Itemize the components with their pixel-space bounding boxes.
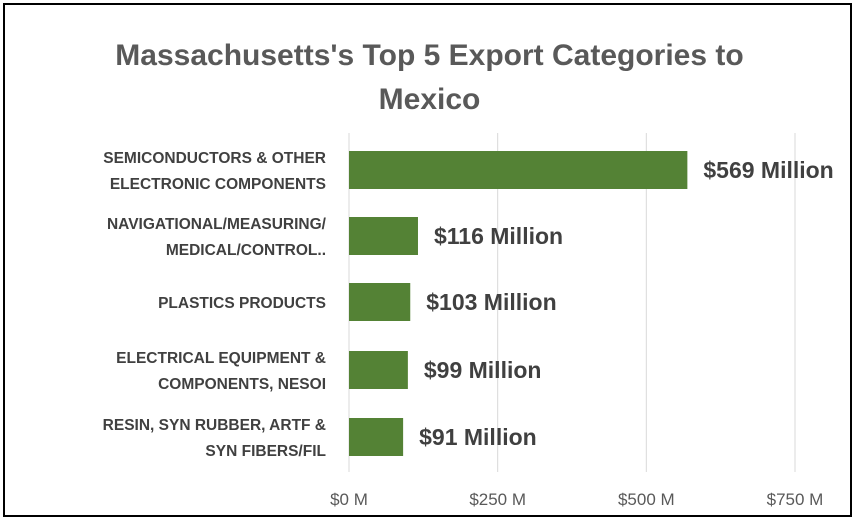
bar-1 — [349, 217, 418, 255]
category-label-2: PLASTICS PRODUCTS — [158, 295, 326, 312]
bar-0 — [349, 151, 688, 189]
category-label-line: ELECTRICAL EQUIPMENT & — [116, 350, 326, 367]
category-label-line: PLASTICS PRODUCTS — [158, 295, 326, 312]
category-label-line: NAVIGATIONAL/MEASURING/ — [107, 216, 327, 233]
bar-3 — [349, 351, 408, 389]
data-label-2: $103 Million — [426, 289, 556, 315]
category-label-4: RESIN, SYN RUBBER, ARTF & SYN FIBERS/FIL — [103, 417, 326, 460]
category-label-line: SEMICONDUCTORS & OTHER — [103, 150, 326, 167]
x-tick-label-0: $0 M — [330, 490, 368, 509]
x-tick-label-2: $500 M — [618, 490, 675, 509]
category-label-0: SEMICONDUCTORS & OTHER ELECTRONIC COMPONE… — [103, 150, 326, 193]
category-label-line: SYN FIBERS/FIL — [205, 443, 326, 460]
chart-title: Massachusetts's Top 5 Export Categories … — [0, 34, 859, 122]
category-label-line: MEDICAL/CONTROL.. — [166, 242, 326, 259]
bar-4 — [349, 418, 404, 456]
data-label-1: $116 Million — [434, 223, 563, 249]
x-tick-label-3: $750 M — [767, 490, 824, 509]
chart-title-line-2: Mexico — [378, 83, 481, 116]
data-label-4: $91 Million — [419, 424, 537, 450]
bar-2 — [349, 283, 411, 321]
data-label-0: $569 Million — [703, 157, 833, 183]
category-label-line: ELECTRONIC COMPONENTS — [110, 176, 326, 193]
category-label-line: RESIN, SYN RUBBER, ARTF & — [103, 417, 326, 434]
data-label-3: $99 Million — [424, 357, 542, 383]
category-label-line: COMPONENTS, NESOI — [158, 376, 326, 393]
category-label-3: ELECTRICAL EQUIPMENT & COMPONENTS, NESOI — [116, 350, 326, 393]
x-tick-label-1: $250 M — [469, 490, 526, 509]
category-label-1: NAVIGATIONAL/MEASURING/MEDICAL/CONTROL.. — [107, 216, 327, 259]
chart-title-line-1: Massachusetts's Top 5 Export Categories … — [115, 39, 744, 72]
chart-frame — [3, 3, 852, 517]
